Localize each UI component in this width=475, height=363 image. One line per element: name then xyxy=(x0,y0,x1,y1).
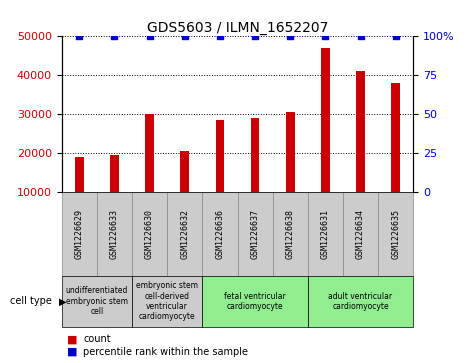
Text: GSM1226633: GSM1226633 xyxy=(110,209,119,259)
Text: GSM1226635: GSM1226635 xyxy=(391,209,400,259)
Point xyxy=(181,33,189,39)
Point xyxy=(322,33,329,39)
Bar xyxy=(97,192,132,276)
Point xyxy=(76,33,83,39)
Bar xyxy=(145,114,154,232)
Bar xyxy=(75,157,84,232)
Text: GSM1226637: GSM1226637 xyxy=(251,209,259,259)
Text: count: count xyxy=(83,334,111,344)
Text: adult ventricular
cardiomyocyte: adult ventricular cardiomyocyte xyxy=(328,291,392,311)
Point xyxy=(111,33,118,39)
Text: GSM1226630: GSM1226630 xyxy=(145,209,154,259)
Point xyxy=(286,33,294,39)
Bar xyxy=(286,113,294,232)
Bar xyxy=(343,192,378,276)
Text: GSM1226631: GSM1226631 xyxy=(321,209,330,259)
Text: GSM1226638: GSM1226638 xyxy=(286,209,294,259)
Text: GSM1226629: GSM1226629 xyxy=(75,209,84,259)
Point xyxy=(392,33,399,39)
Bar xyxy=(62,276,132,327)
Text: ■: ■ xyxy=(66,334,77,344)
Text: ■: ■ xyxy=(66,347,77,357)
Bar xyxy=(308,192,343,276)
Text: ▶: ▶ xyxy=(59,296,67,306)
Bar xyxy=(180,151,189,232)
Text: fetal ventricular
cardiomyocyte: fetal ventricular cardiomyocyte xyxy=(224,291,286,311)
Point xyxy=(357,33,364,39)
Bar xyxy=(216,120,224,232)
Text: cell type: cell type xyxy=(10,296,52,306)
Point xyxy=(146,33,153,39)
Bar xyxy=(238,192,273,276)
Text: percentile rank within the sample: percentile rank within the sample xyxy=(83,347,248,357)
Bar xyxy=(378,192,413,276)
Bar xyxy=(356,72,365,232)
Bar xyxy=(132,276,202,327)
Text: GSM1226632: GSM1226632 xyxy=(180,209,189,259)
Bar xyxy=(273,192,308,276)
Bar xyxy=(391,83,400,232)
Bar xyxy=(321,48,330,232)
Text: embryonic stem
cell-derived
ventricular
cardiomyocyte: embryonic stem cell-derived ventricular … xyxy=(136,281,198,321)
Bar xyxy=(62,192,97,276)
Point xyxy=(251,33,259,39)
Bar xyxy=(251,118,259,232)
Text: GSM1226636: GSM1226636 xyxy=(216,209,224,259)
Bar xyxy=(167,192,202,276)
Bar xyxy=(308,276,413,327)
Point xyxy=(216,33,224,39)
Text: GSM1226634: GSM1226634 xyxy=(356,209,365,259)
Bar xyxy=(132,192,167,276)
Bar xyxy=(202,276,308,327)
Title: GDS5603 / ILMN_1652207: GDS5603 / ILMN_1652207 xyxy=(147,21,328,35)
Text: undifferentiated
embryonic stem
cell: undifferentiated embryonic stem cell xyxy=(66,286,128,316)
Bar xyxy=(110,155,119,232)
Bar xyxy=(202,192,238,276)
